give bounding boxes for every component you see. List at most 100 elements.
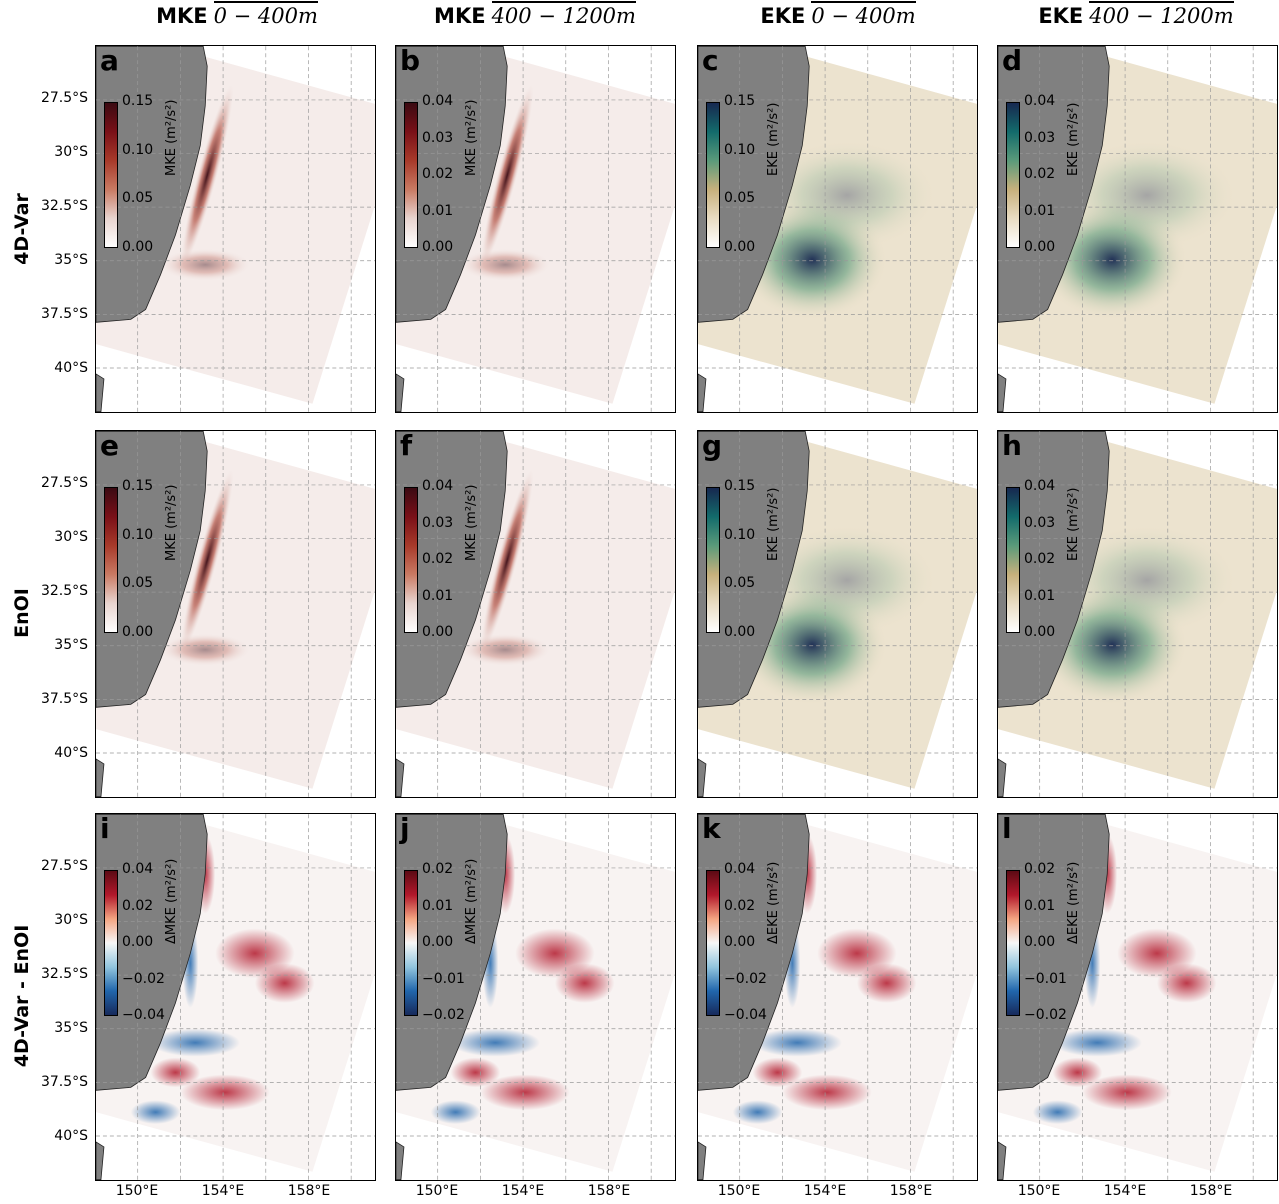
map-field xyxy=(396,814,675,1180)
row-title-3: 4D-Var - EnOI xyxy=(11,924,33,1068)
colorbar-tick-label: 0.04 xyxy=(1024,93,1056,109)
australia-landmass xyxy=(96,814,208,1180)
column-title-1: MKE 0 − 400m xyxy=(122,1,352,28)
longitude-label: 150°E xyxy=(415,1183,459,1199)
eddy-feature xyxy=(160,633,250,666)
negative-anomaly xyxy=(450,1028,540,1057)
panel-letter: g xyxy=(702,430,723,462)
colorbar-label: EKE (m²/s²) xyxy=(1066,102,1081,176)
latitude-label: 32.5°S xyxy=(40,583,88,599)
map-field xyxy=(998,814,1277,1180)
colorbar-tick-label: −0.02 xyxy=(724,970,767,987)
latitude-label: 30°S xyxy=(54,912,88,928)
colorbar-label: MKE (m²/s²) xyxy=(164,484,179,561)
colorbar-tick-label: −0.04 xyxy=(122,1007,165,1023)
negative-anomaly xyxy=(752,1028,842,1057)
negative-anomaly xyxy=(430,1100,481,1125)
colorbar-tick-label: 0.04 xyxy=(422,478,454,494)
australia-landmass xyxy=(396,431,508,797)
longitude-label: 154°E xyxy=(803,1183,847,1199)
map-field xyxy=(396,46,675,412)
colorbar-tick-label: 0.00 xyxy=(122,934,154,950)
latitude-label: 40°S xyxy=(54,745,88,761)
map-panel-e: e 0.15 0.10 0.05 0.00 MKE (m²/s²) xyxy=(95,430,376,798)
positive-anomaly xyxy=(180,1074,270,1111)
positive-anomaly xyxy=(1082,1074,1172,1111)
colorbar-tick-label: −0.01 xyxy=(1024,970,1067,987)
colorbar-tick-label: 0.02 xyxy=(724,897,756,914)
colorbar-tick-label: 0.01 xyxy=(422,587,454,604)
colorbar-tick-label: −0.04 xyxy=(724,1007,767,1023)
colorbar-tick-label: 0.00 xyxy=(422,239,454,255)
longitude-label: 158°E xyxy=(287,1183,331,1199)
positive-anomaly xyxy=(254,963,315,1003)
negative-anomaly xyxy=(150,1028,240,1057)
eddy-feature xyxy=(460,248,550,281)
panel-letter: c xyxy=(702,45,719,77)
eddy-energy-band xyxy=(1057,140,1237,250)
colorbar xyxy=(104,487,118,633)
colorbar-tick-label: 0.03 xyxy=(1024,514,1056,531)
eddy-feature xyxy=(160,248,250,281)
colorbar-tick-label: 0.00 xyxy=(1024,934,1056,950)
colorbar xyxy=(706,102,720,248)
australia-landmass xyxy=(998,46,1110,412)
latitude-label: 40°S xyxy=(54,360,88,376)
map-panel-k: k 0.04 0.02 0.00 −0.02 −0.04 ΔEKE (m²/s²) xyxy=(697,813,978,1181)
latitude-label: 40°S xyxy=(54,1128,88,1144)
positive-anomaly xyxy=(856,963,917,1003)
colorbar-tick-label: 0.10 xyxy=(724,526,756,543)
australia-landmass xyxy=(698,431,810,797)
colorbar-tick-label: 0.00 xyxy=(724,934,756,950)
negative-anomaly xyxy=(732,1100,783,1125)
colorbar-tick-label: 0.02 xyxy=(422,861,454,877)
positive-anomaly xyxy=(1052,1057,1103,1088)
colorbar xyxy=(104,102,118,248)
colorbar xyxy=(1006,870,1020,1016)
panel-letter: d xyxy=(1002,45,1023,77)
longitude-label: 158°E xyxy=(1189,1183,1233,1199)
panel-letter: f xyxy=(400,430,413,462)
colorbar-tick-label: 0.00 xyxy=(1024,239,1056,255)
colorbar-tick-label: 0.02 xyxy=(1024,861,1056,877)
colorbar-label: ΔEKE (m²/s²) xyxy=(1066,861,1081,944)
column-title-3: EKE 0 − 400m xyxy=(723,1,953,28)
longitude-label: 158°E xyxy=(889,1183,933,1199)
panel-letter: j xyxy=(400,813,410,845)
colorbar xyxy=(104,870,118,1016)
map-panel-j: j 0.02 0.01 0.00 −0.01 −0.02 ΔMKE (m²/s²) xyxy=(395,813,676,1181)
colorbar-tick-label: 0.03 xyxy=(422,129,454,146)
latitude-label: 37.5°S xyxy=(40,691,88,707)
latitude-label: 30°S xyxy=(54,144,88,160)
panel-letter: i xyxy=(100,813,110,845)
colorbar-tick-label: 0.00 xyxy=(724,624,756,640)
colorbar-tick-label: 0.01 xyxy=(422,897,454,914)
longitude-label: 158°E xyxy=(587,1183,631,1199)
colorbar-tick-label: 0.10 xyxy=(122,141,154,158)
map-panel-i: i 0.04 0.02 0.00 −0.02 −0.04 ΔMKE (m²/s²) xyxy=(95,813,376,1181)
negative-anomaly xyxy=(130,1100,181,1125)
positive-anomaly xyxy=(450,1057,501,1088)
colorbar xyxy=(1006,102,1020,248)
map-panel-h: h 0.04 0.03 0.02 0.01 0.00 EKE (m²/s²) xyxy=(997,430,1278,798)
positive-anomaly xyxy=(1156,963,1217,1003)
panel-letter: a xyxy=(100,45,119,77)
positive-anomaly xyxy=(554,963,615,1003)
column-title-2: MKE 400 − 1200m xyxy=(420,1,650,28)
colorbar-tick-label: 0.15 xyxy=(724,93,756,109)
map-panel-l: l 0.02 0.01 0.00 −0.01 −0.02 ΔEKE (m²/s²) xyxy=(997,813,1278,1181)
current-jet xyxy=(480,469,534,652)
colorbar-tick-label: 0.15 xyxy=(122,478,154,494)
panel-letter: k xyxy=(702,813,721,845)
map-field xyxy=(96,46,375,412)
longitude-label: 150°E xyxy=(1017,1183,1061,1199)
colorbar xyxy=(404,870,418,1016)
australia-landmass xyxy=(698,814,810,1180)
australia-landmass xyxy=(96,431,208,797)
positive-anomaly xyxy=(782,1074,872,1111)
australia-landmass xyxy=(998,814,1110,1180)
map-field xyxy=(396,431,675,797)
colorbar-tick-label: 0.02 xyxy=(422,551,454,567)
map-panel-f: f 0.04 0.03 0.02 0.01 0.00 MKE (m²/s²) xyxy=(395,430,676,798)
colorbar-label: ΔEKE (m²/s²) xyxy=(766,861,781,944)
